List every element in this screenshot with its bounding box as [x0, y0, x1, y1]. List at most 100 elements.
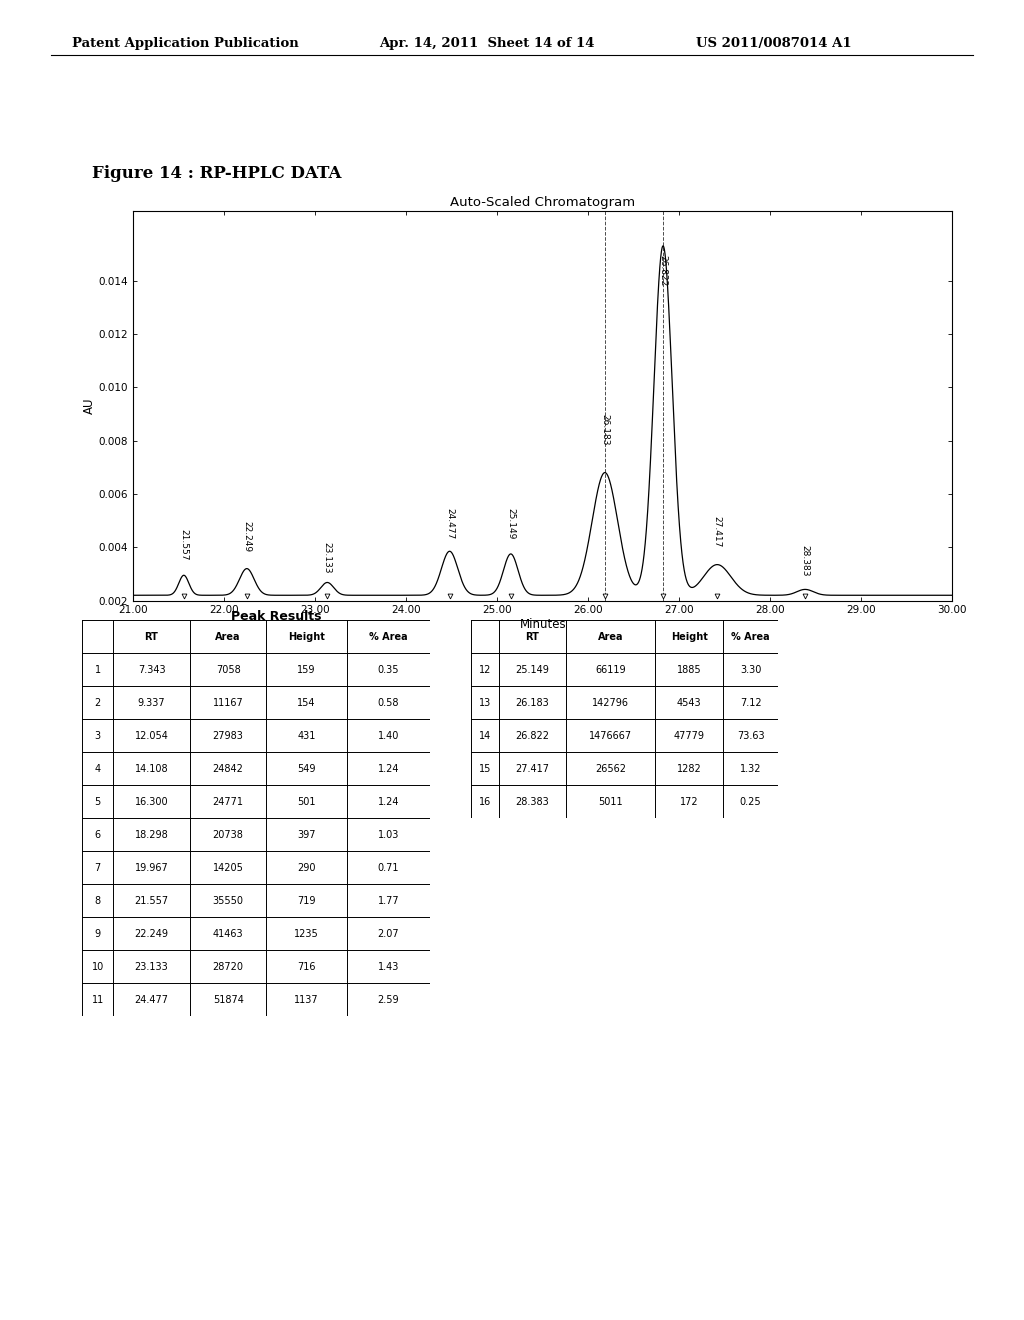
Text: Apr. 14, 2011  Sheet 14 of 14: Apr. 14, 2011 Sheet 14 of 14: [379, 37, 594, 50]
Text: 25.149: 25.149: [506, 508, 515, 540]
Text: 12.054: 12.054: [134, 731, 169, 741]
Text: 24842: 24842: [213, 764, 244, 774]
Text: 1: 1: [94, 665, 100, 675]
Text: 4543: 4543: [677, 698, 701, 708]
Text: 26.183: 26.183: [600, 414, 609, 446]
Text: 25.149: 25.149: [515, 665, 550, 675]
Text: 1.40: 1.40: [378, 731, 399, 741]
Text: 9.337: 9.337: [138, 698, 165, 708]
Text: 73.63: 73.63: [737, 731, 764, 741]
Text: Area: Area: [598, 632, 624, 642]
X-axis label: Minutes: Minutes: [519, 618, 566, 631]
Text: 142796: 142796: [592, 698, 630, 708]
Text: 1.03: 1.03: [378, 830, 399, 840]
Text: 47779: 47779: [674, 731, 705, 741]
Text: 172: 172: [680, 797, 698, 807]
Text: 549: 549: [297, 764, 315, 774]
Text: 11167: 11167: [213, 698, 244, 708]
Text: 35550: 35550: [213, 896, 244, 906]
Text: 23.133: 23.133: [135, 962, 168, 972]
Text: 22.249: 22.249: [243, 521, 251, 553]
Text: 16.300: 16.300: [135, 797, 168, 807]
Text: 28720: 28720: [213, 962, 244, 972]
Text: 9: 9: [94, 929, 100, 939]
Text: 28.383: 28.383: [516, 797, 549, 807]
Text: 2.59: 2.59: [378, 995, 399, 1005]
Text: 18.298: 18.298: [135, 830, 168, 840]
Text: Patent Application Publication: Patent Application Publication: [72, 37, 298, 50]
Text: 1.77: 1.77: [378, 896, 399, 906]
Text: 51874: 51874: [213, 995, 244, 1005]
Text: 0.25: 0.25: [739, 797, 762, 807]
Text: 1476667: 1476667: [589, 731, 633, 741]
Text: 1.32: 1.32: [740, 764, 761, 774]
Text: 2: 2: [94, 698, 100, 708]
Text: Area: Area: [215, 632, 241, 642]
Text: 24771: 24771: [213, 797, 244, 807]
Text: 23.133: 23.133: [323, 543, 332, 574]
Text: 3.30: 3.30: [740, 665, 761, 675]
Text: 1.24: 1.24: [378, 764, 399, 774]
Text: 19.967: 19.967: [135, 863, 168, 873]
Text: 7: 7: [94, 863, 100, 873]
Text: 7.12: 7.12: [739, 698, 762, 708]
Text: 27.417: 27.417: [515, 764, 550, 774]
Text: 22.249: 22.249: [134, 929, 169, 939]
Text: US 2011/0087014 A1: US 2011/0087014 A1: [696, 37, 852, 50]
Text: 24.477: 24.477: [134, 995, 169, 1005]
Text: 3: 3: [94, 731, 100, 741]
Text: 66119: 66119: [596, 665, 626, 675]
Text: RT: RT: [525, 632, 540, 642]
Text: 14205: 14205: [213, 863, 244, 873]
Text: 26.183: 26.183: [516, 698, 549, 708]
Text: 716: 716: [297, 962, 315, 972]
Text: 1137: 1137: [294, 995, 318, 1005]
Text: 27.417: 27.417: [713, 516, 722, 548]
Text: 12: 12: [478, 665, 492, 675]
Text: 1235: 1235: [294, 929, 318, 939]
Text: 11: 11: [91, 995, 103, 1005]
Text: 10: 10: [91, 962, 103, 972]
Text: 7.343: 7.343: [138, 665, 165, 675]
Text: 5: 5: [94, 797, 100, 807]
Text: 1885: 1885: [677, 665, 701, 675]
Text: Height: Height: [288, 632, 325, 642]
Text: RT: RT: [144, 632, 159, 642]
Text: 290: 290: [297, 863, 315, 873]
Text: 26.822: 26.822: [515, 731, 550, 741]
Text: 1.24: 1.24: [378, 797, 399, 807]
Text: Height: Height: [671, 632, 708, 642]
Text: 1282: 1282: [677, 764, 701, 774]
Text: 5011: 5011: [598, 797, 624, 807]
Text: 0.58: 0.58: [378, 698, 399, 708]
Text: 431: 431: [297, 731, 315, 741]
Text: 154: 154: [297, 698, 315, 708]
Text: 24.477: 24.477: [445, 508, 454, 540]
Text: 2.07: 2.07: [378, 929, 399, 939]
Text: 21.557: 21.557: [179, 529, 188, 561]
Text: 14.108: 14.108: [135, 764, 168, 774]
Text: 159: 159: [297, 665, 315, 675]
Text: 4: 4: [94, 764, 100, 774]
Text: 8: 8: [94, 896, 100, 906]
Text: 21.557: 21.557: [134, 896, 169, 906]
Text: 28.383: 28.383: [801, 545, 810, 577]
Text: 0.35: 0.35: [378, 665, 399, 675]
Text: 1.43: 1.43: [378, 962, 399, 972]
Text: 6: 6: [94, 830, 100, 840]
Text: 14: 14: [479, 731, 490, 741]
Text: 13: 13: [479, 698, 490, 708]
Text: 27983: 27983: [213, 731, 244, 741]
Text: 26562: 26562: [595, 764, 627, 774]
Text: 26.822: 26.822: [658, 255, 668, 286]
Text: 719: 719: [297, 896, 315, 906]
Text: 15: 15: [478, 764, 492, 774]
Y-axis label: AU: AU: [83, 397, 96, 414]
Text: 16: 16: [479, 797, 490, 807]
Title: Auto-Scaled Chromatogram: Auto-Scaled Chromatogram: [451, 195, 635, 209]
Text: 7058: 7058: [216, 665, 241, 675]
Text: % Area: % Area: [369, 632, 408, 642]
Text: 0.71: 0.71: [378, 863, 399, 873]
Text: 501: 501: [297, 797, 315, 807]
Text: Figure 14 : RP-HPLC DATA: Figure 14 : RP-HPLC DATA: [92, 165, 342, 182]
